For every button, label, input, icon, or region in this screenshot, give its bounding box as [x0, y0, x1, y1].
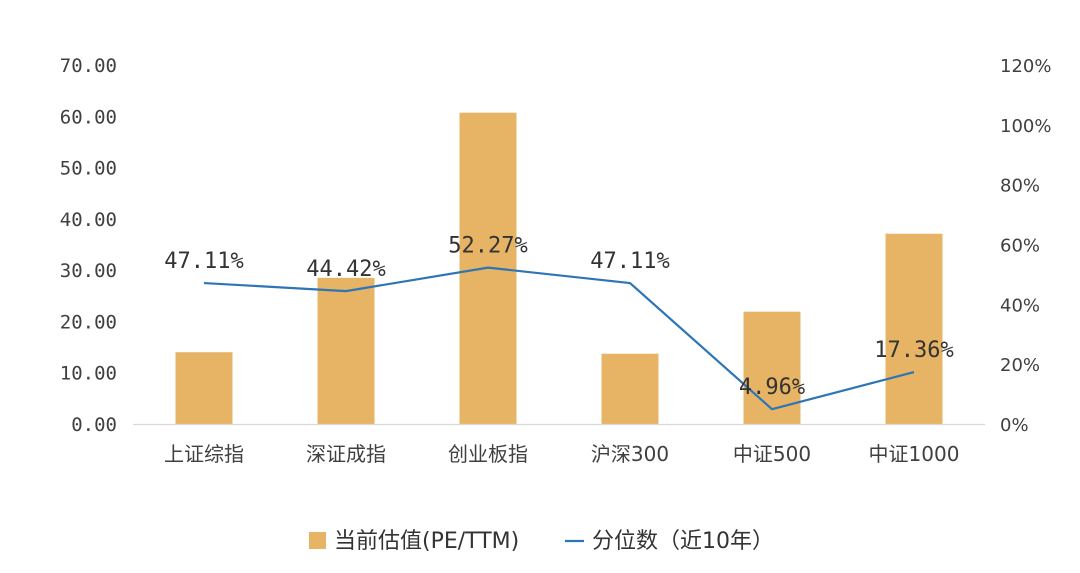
x-tick-label: 深证成指 [306, 442, 386, 466]
bar-1 [176, 352, 233, 424]
bar-4 [602, 354, 659, 424]
percentile-line [204, 268, 914, 410]
y-right-tick-label: 20% [1000, 355, 1040, 376]
y-right-tick-label: 40% [1000, 295, 1040, 316]
line-data-label: 4.96% [739, 375, 805, 400]
y-right-tick-label: 60% [1000, 236, 1040, 257]
line-data-label: 44.42% [306, 257, 385, 282]
y-left-tick-label: 50.00 [60, 158, 117, 180]
line-data-label: 52.27% [448, 234, 527, 259]
y-right-tick-label: 80% [1000, 176, 1040, 197]
y-left-tick-label: 70.00 [60, 55, 117, 77]
bar-6 [886, 234, 943, 424]
y-right-tick-label: 100% [1000, 116, 1051, 137]
x-tick-label: 中证500 [733, 442, 811, 466]
y-right-tick-label: 0% [1000, 415, 1029, 436]
line-data-label: 47.11% [590, 249, 669, 274]
y-left-tick-label: 30.00 [60, 260, 117, 282]
line-data-label: 47.11% [164, 249, 243, 274]
legend-bar-label: 当前估值(PE/TTM) [334, 529, 519, 554]
legend-line-label: 分位数（近10年） [592, 529, 774, 554]
bar-5 [744, 312, 801, 424]
legend-bar-swatch [309, 532, 326, 549]
y-left-tick-label: 0.00 [71, 414, 117, 436]
y-right-tick-label: 120% [1000, 56, 1051, 77]
bars-layer [176, 113, 943, 424]
x-tick-label: 上证综指 [164, 442, 244, 466]
y-left-tick-label: 40.00 [60, 209, 117, 231]
y-left-tick-label: 10.00 [60, 363, 117, 385]
y-left-tick-label: 20.00 [60, 311, 117, 333]
y-left-tick-label: 60.00 [60, 106, 117, 128]
x-tick-label: 中证1000 [869, 442, 960, 466]
line-layer [204, 268, 914, 410]
x-tick-label: 创业板指 [448, 442, 528, 466]
line-data-label: 17.36% [874, 338, 953, 363]
legend: 当前估值(PE/TTM) 分位数（近10年） [309, 529, 774, 554]
bar-2 [318, 278, 375, 424]
x-tick-label: 沪深300 [591, 442, 669, 466]
